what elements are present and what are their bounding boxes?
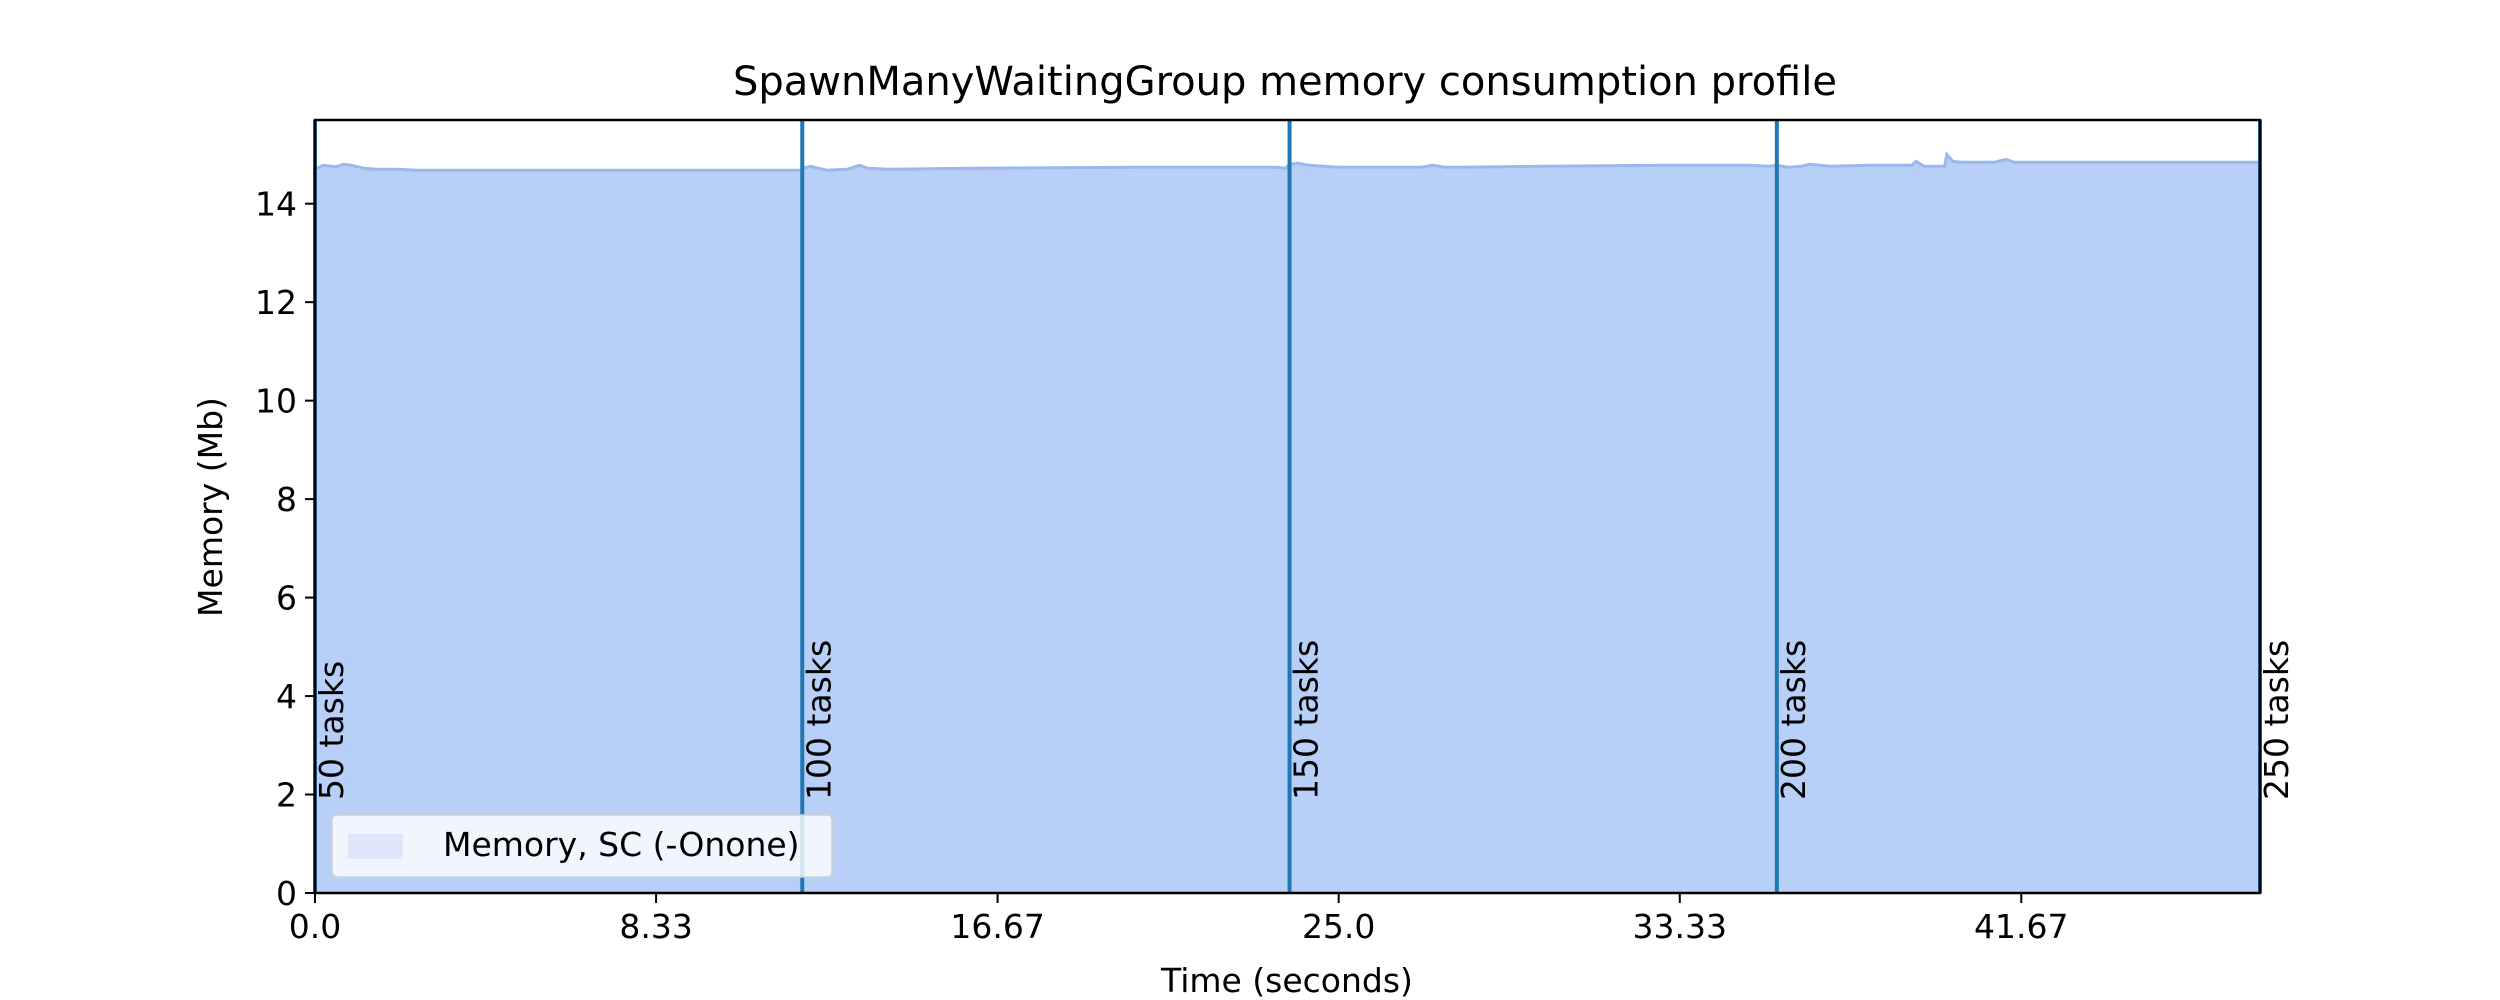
task-marker-label: 50 tasks — [312, 661, 351, 800]
x-tick-label: 8.33 — [619, 907, 692, 946]
y-tick-label: 8 — [276, 480, 297, 519]
task-marker-label: 250 tasks — [2257, 640, 2296, 800]
x-tick-label: 33.33 — [1633, 907, 1727, 946]
x-tick-label: 0.0 — [289, 907, 341, 946]
y-tick-label: 14 — [255, 185, 297, 224]
y-tick-label: 0 — [276, 874, 297, 913]
x-axis-label: Time (seconds) — [1160, 961, 1413, 1000]
plot-frame — [313, 118, 2262, 895]
legend-entry-memory: Memory, SC (-Onone) — [443, 825, 800, 864]
x-tick-label: 41.67 — [1974, 907, 2068, 946]
x-axis-ticks: 0.0 8.33 16.67 25.0 33.33 41.67 — [289, 893, 2069, 946]
legend: Memory, SC (-Onone) — [331, 814, 833, 878]
x-tick-label: 25.0 — [1302, 907, 1375, 946]
task-marker-label: 100 tasks — [799, 640, 838, 800]
legend-box — [331, 814, 833, 878]
y-tick-label: 4 — [276, 677, 297, 716]
task-marker-label: 150 tasks — [1287, 640, 1326, 800]
task-marker-label: 200 tasks — [1774, 640, 1813, 800]
y-axis-label: Memory (Mb) — [191, 397, 230, 617]
y-tick-label: 2 — [276, 776, 297, 815]
x-tick-label: 16.67 — [950, 907, 1044, 946]
y-tick-label: 12 — [255, 283, 297, 322]
memory-line-series-0 — [314, 151, 2260, 172]
y-tick-label: 6 — [276, 579, 297, 618]
y-axis-ticks: 0 2 4 6 8 10 12 14 — [255, 185, 315, 913]
legend-swatch — [348, 834, 403, 859]
chart-title: SpawnManyWaitingGroup memory consumption… — [733, 59, 1837, 105]
y-tick-label: 10 — [255, 382, 297, 421]
